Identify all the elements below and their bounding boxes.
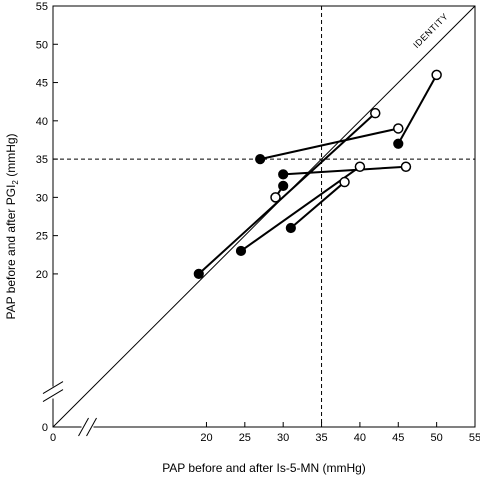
identity-line-group: IDENTITY (52, 5, 476, 428)
y-tick-label: 20 (36, 269, 48, 281)
y-tick-label: 45 (36, 78, 48, 90)
x-tick-label: 35 (315, 432, 327, 444)
data-series (193, 69, 442, 280)
y-tick-label: 50 (36, 39, 48, 51)
point-after (270, 192, 281, 203)
point-after (393, 123, 404, 134)
pair-connector-line (290, 181, 346, 229)
data-pair (285, 176, 350, 234)
data-pair (193, 107, 381, 280)
point-after (400, 161, 412, 172)
pair-connector-line (198, 112, 376, 275)
y-tick-label: 35 (36, 154, 48, 166)
data-pair (235, 161, 366, 257)
data-pair (255, 123, 404, 165)
point-before (285, 222, 296, 234)
pair-connector-line (259, 127, 399, 161)
x-axis-break-mark (86, 417, 97, 437)
pair-connector-line (397, 74, 438, 145)
x-tick-label: 50 (431, 432, 443, 444)
identity-label: IDENTITY (411, 11, 450, 50)
point-before (193, 268, 204, 280)
identity-line (52, 5, 476, 428)
y-tick-label: 55 (36, 1, 48, 13)
y-tick-label: 30 (36, 192, 48, 204)
x-tick-label: 45 (392, 432, 404, 444)
axis-breaks (42, 381, 97, 437)
point-after (431, 69, 442, 81)
point-before (255, 153, 266, 165)
y-axis-title: PAP before and after PGI2 (mmHg) (4, 133, 20, 319)
x-tick-label: 25 (239, 432, 251, 444)
y-axis-break-mark (42, 389, 64, 402)
y-axis-break-gap (49, 386, 57, 399)
point-before (393, 138, 404, 149)
y-axis-title-subscript: 2 (11, 180, 20, 185)
plot-frame (52, 5, 476, 428)
point-before (278, 180, 289, 191)
y-axis-title-suffix: (mmHg) (4, 133, 18, 180)
pair-connector-line (283, 165, 407, 176)
point-before (278, 169, 289, 180)
x-axis-title: PAP before and after Is-5-MN (mmHg) (162, 461, 366, 475)
y-tick-label: 0 (42, 422, 48, 434)
plot-border (52, 5, 476, 428)
x-tick-label: 0 (50, 432, 56, 444)
data-pair (270, 180, 289, 203)
point-after (354, 161, 366, 172)
axis-ticks: 0 20 25 30 35 40 45 50 55 0 20 25 30 35 40 45 50 55 (36, 1, 480, 444)
y-tick-label: 25 (36, 231, 48, 243)
x-tick-label: 20 (200, 432, 212, 444)
y-axis-break-mark (42, 381, 64, 394)
point-after (370, 107, 381, 119)
y-tick-label: 40 (36, 116, 48, 128)
y-axis-title-main: PAP before and after PGI (4, 185, 18, 320)
x-tick-label: 40 (354, 432, 366, 444)
data-pair (278, 161, 412, 180)
point-after (339, 176, 350, 188)
x-axis-break-mark (78, 417, 89, 437)
data-pair (393, 69, 442, 149)
x-tick-label: 55 (469, 432, 480, 444)
x-axis-break-gap (81, 423, 94, 431)
x-tick-label: 30 (277, 432, 289, 444)
point-before (235, 245, 247, 257)
